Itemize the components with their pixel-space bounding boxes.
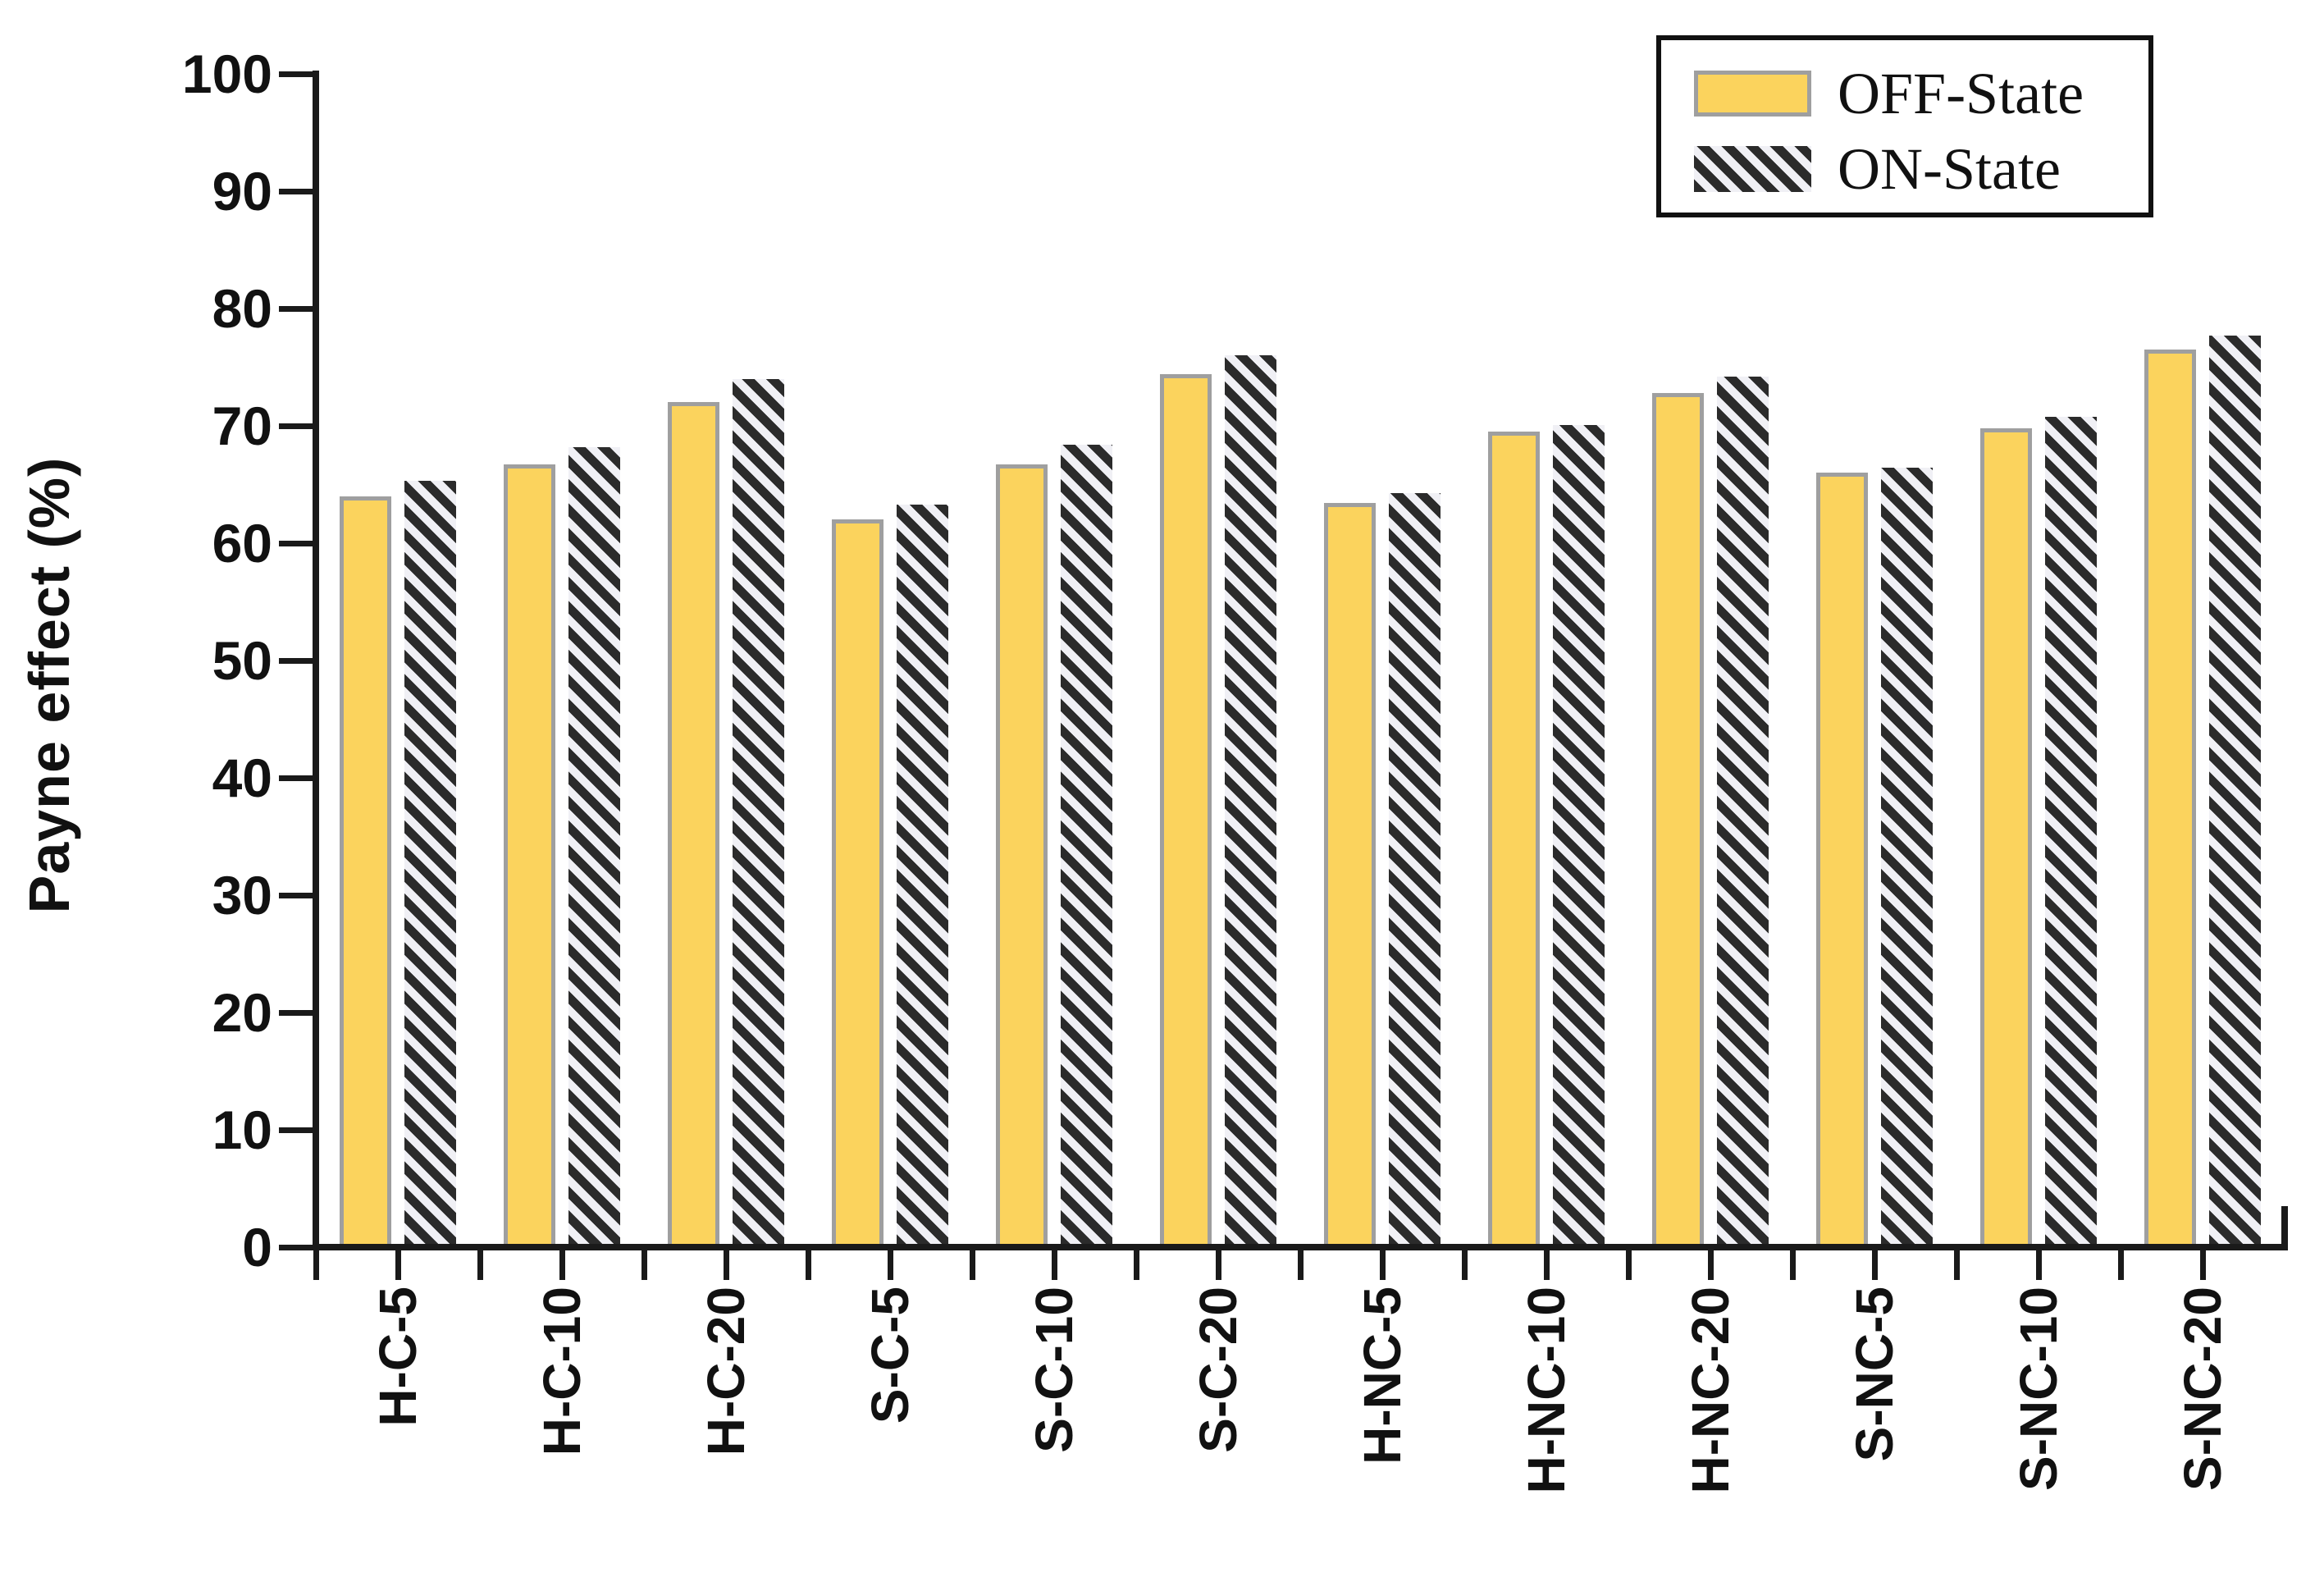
x-axis-tick-15 [1543, 1250, 1550, 1280]
y-axis-tick-0 [279, 1244, 313, 1250]
x-axis-tick-9 [1051, 1250, 1057, 1280]
bar-on-state-S-NC-20 [2209, 335, 2261, 1247]
x-axis-category-label-H-C-20: H-C-20 [696, 1287, 756, 1456]
y-axis-tick-30 [279, 892, 313, 898]
x-axis-tick-13 [1379, 1250, 1386, 1280]
bar-on-state-S-C-20 [1225, 355, 1276, 1247]
bar-on-state-H-NC-5 [1389, 492, 1441, 1247]
bar-off-state-H-C-5 [340, 496, 391, 1247]
x-axis-tick-11 [1215, 1250, 1221, 1280]
bar-on-state-S-C-10 [1061, 444, 1112, 1247]
x-axis-tick-19 [1871, 1250, 1878, 1280]
x-axis-category-label-H-NC-20: H-NC-20 [1681, 1287, 1740, 1494]
y-axis-tick-20 [279, 1009, 313, 1016]
x-axis-category-label-S-C-10: S-C-10 [1025, 1287, 1084, 1453]
x-axis-category-label-H-C-5: H-C-5 [368, 1287, 427, 1427]
x-axis-category-label-S-NC-10: S-NC-10 [2009, 1287, 2068, 1491]
bar-off-state-H-C-20 [668, 402, 719, 1247]
x-axis-tick-0 [313, 1250, 319, 1280]
x-axis-category-label-H-NC-5: H-NC-5 [1353, 1287, 1412, 1465]
bar-on-state-H-C-10 [568, 446, 620, 1247]
legend-entry-off-state: OFF-State [1694, 61, 2084, 126]
legend-label-off-state: OFF-State [1838, 60, 2084, 126]
x-axis-category-label-S-NC-20: S-NC-20 [2173, 1287, 2232, 1491]
x-axis-tick-23 [2199, 1250, 2206, 1280]
bar-on-state-H-C-20 [733, 378, 784, 1247]
bar-off-state-S-C-20 [1160, 374, 1212, 1247]
y-axis-tick-label-50: 50 [212, 630, 272, 691]
y-axis-tick-90 [279, 188, 313, 194]
x-axis-category-label-H-C-10: H-C-10 [532, 1287, 591, 1456]
x-axis-tick-1 [395, 1250, 401, 1280]
bar-on-state-H-NC-20 [1717, 376, 1769, 1247]
bar-off-state-S-NC-10 [1980, 427, 2032, 1247]
x-axis-end-cap [2281, 1206, 2288, 1247]
y-axis-tick-label-90: 90 [212, 161, 272, 222]
x-axis-tick-21 [2035, 1250, 2042, 1280]
x-axis-tick-20 [1953, 1250, 1960, 1280]
x-axis-tick-4 [641, 1250, 647, 1280]
bar-off-state-H-NC-20 [1652, 392, 1704, 1247]
y-axis-tick-label-80: 80 [212, 278, 272, 339]
x-axis-tick-10 [1133, 1250, 1139, 1280]
y-axis-tick-label-40: 40 [212, 747, 272, 808]
y-axis-tick-label-10: 10 [212, 1099, 272, 1160]
y-axis-tick-label-30: 30 [212, 865, 272, 926]
bar-off-state-S-NC-5 [1816, 473, 1868, 1247]
x-axis-tick-8 [969, 1250, 975, 1280]
x-axis-tick-12 [1297, 1250, 1304, 1280]
y-axis-tick-label-0: 0 [242, 1217, 272, 1278]
x-axis-tick-6 [805, 1250, 811, 1280]
x-axis-tick-18 [1789, 1250, 1796, 1280]
legend-swatch-on-state-icon [1694, 146, 1811, 192]
bar-off-state-H-C-10 [504, 464, 555, 1247]
bar-on-state-S-NC-5 [1881, 468, 1933, 1247]
y-axis-tick-label-60: 60 [212, 513, 272, 574]
bar-off-state-S-C-10 [996, 464, 1048, 1247]
y-axis-tick-70 [279, 423, 313, 429]
y-axis-tick-80 [279, 305, 313, 312]
y-axis-tick-label-70: 70 [212, 395, 272, 456]
bar-on-state-S-NC-10 [2045, 416, 2097, 1247]
x-axis-category-label-H-NC-10: H-NC-10 [1517, 1287, 1576, 1494]
legend-swatch-off-state-icon [1694, 71, 1811, 117]
x-axis-tick-5 [723, 1250, 729, 1280]
x-axis-line [313, 1244, 2288, 1250]
x-axis-category-label-S-C-20: S-C-20 [1189, 1287, 1248, 1453]
x-axis-tick-7 [887, 1250, 893, 1280]
x-axis-tick-14 [1461, 1250, 1468, 1280]
y-axis-tick-label-100: 100 [181, 43, 272, 104]
bar-on-state-H-NC-10 [1553, 424, 1605, 1247]
y-axis-line [313, 71, 319, 1250]
y-axis-tick-50 [279, 657, 313, 664]
y-axis-tick-label-20: 20 [212, 982, 272, 1043]
x-axis-tick-17 [1707, 1250, 1714, 1280]
legend-label-on-state: ON-State [1838, 135, 2061, 202]
x-axis-tick-2 [477, 1250, 483, 1280]
x-axis-category-label-S-C-5: S-C-5 [861, 1287, 920, 1424]
legend-box: OFF-State ON-State [1656, 35, 2153, 217]
y-axis-tick-100 [279, 71, 313, 77]
bar-off-state-S-C-5 [832, 519, 883, 1247]
bar-off-state-H-NC-10 [1488, 432, 1540, 1247]
y-axis-tick-40 [279, 775, 313, 781]
bar-on-state-S-C-5 [897, 504, 948, 1247]
bar-off-state-S-NC-20 [2144, 350, 2196, 1247]
bar-off-state-H-NC-5 [1324, 503, 1376, 1247]
y-axis-tick-10 [279, 1127, 313, 1133]
bar-on-state-H-C-5 [404, 481, 456, 1247]
x-axis-tick-22 [2117, 1250, 2124, 1280]
x-axis-category-label-S-NC-5: S-NC-5 [1845, 1287, 1904, 1462]
x-axis-tick-16 [1625, 1250, 1632, 1280]
y-axis-tick-60 [279, 540, 313, 546]
x-axis-tick-3 [559, 1250, 565, 1280]
legend-entry-on-state: ON-State [1694, 136, 2061, 202]
